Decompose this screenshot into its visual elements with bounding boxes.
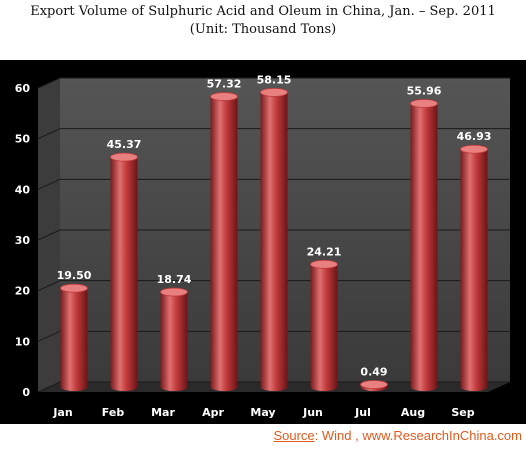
bar-body bbox=[110, 157, 138, 387]
bar: 57.32 bbox=[207, 78, 242, 391]
bar-top bbox=[310, 259, 338, 269]
bar-value-label: 45.37 bbox=[107, 138, 142, 151]
bar: 55.96 bbox=[407, 84, 442, 391]
y-tick-label: 30 bbox=[15, 234, 31, 247]
x-tick-label: Aug bbox=[401, 406, 425, 419]
x-tick-label: May bbox=[250, 406, 275, 419]
bar-base bbox=[410, 383, 438, 391]
bar-body bbox=[260, 92, 288, 387]
bar-base bbox=[460, 383, 488, 391]
y-tick-label: 50 bbox=[15, 133, 31, 146]
x-tick-label: Sep bbox=[451, 406, 474, 419]
bar-top bbox=[160, 287, 188, 297]
y-tick-label: 20 bbox=[15, 285, 31, 298]
y-tick-label: 10 bbox=[15, 335, 31, 348]
gridline bbox=[37, 229, 510, 241]
bar-value-label: 19.50 bbox=[57, 269, 92, 282]
x-tick-label: Jan bbox=[52, 406, 72, 419]
bar-value-label: 57.32 bbox=[207, 78, 242, 91]
bar: 45.37 bbox=[107, 138, 142, 391]
y-tick-label: 0 bbox=[22, 386, 30, 399]
bar-value-label: 55.96 bbox=[407, 84, 442, 97]
bar: 58.15 bbox=[257, 73, 292, 391]
bar-body bbox=[460, 149, 488, 387]
x-tick-label: Mar bbox=[151, 406, 175, 419]
bar-top bbox=[60, 283, 88, 293]
bar: 46.93 bbox=[457, 130, 492, 391]
gridline bbox=[37, 178, 510, 190]
bar-body bbox=[410, 103, 438, 387]
bar-body bbox=[210, 96, 238, 387]
x-tick-label: Jul bbox=[354, 406, 371, 419]
source-text: : Wind , www.ResearchInChina.com bbox=[314, 428, 522, 443]
gridline bbox=[37, 77, 510, 89]
bar-chart: 0 10 20 30 40 50 60 19.50 45.37 18.74 57.32 58.15 2… bbox=[15, 73, 510, 419]
bar-base bbox=[310, 383, 338, 391]
x-tick-label: Jun bbox=[302, 406, 323, 419]
x-tick-label: Feb bbox=[102, 406, 125, 419]
bar: 24.21 bbox=[307, 245, 342, 391]
bar-base bbox=[160, 383, 188, 391]
bar-value-label: 46.93 bbox=[457, 130, 492, 143]
bar-value-label: 58.15 bbox=[257, 73, 292, 86]
bar-value-label: 18.74 bbox=[157, 273, 192, 286]
gridline bbox=[37, 381, 510, 393]
bar: 0.49 bbox=[360, 366, 388, 391]
bar: 19.50 bbox=[57, 269, 92, 391]
bar-top bbox=[210, 92, 238, 101]
bar-body bbox=[160, 292, 188, 387]
source-note: Source: Wind , www.ResearchInChina.com bbox=[273, 427, 522, 445]
chart-subtitle: (Unit: Thousand Tons) bbox=[189, 22, 337, 37]
bar-top bbox=[460, 144, 488, 154]
y-tick-label: 40 bbox=[15, 183, 31, 196]
x-tick-label: Apr bbox=[202, 406, 224, 419]
bar-top bbox=[260, 87, 288, 97]
bar-base bbox=[110, 383, 138, 391]
bar-top bbox=[110, 152, 138, 162]
gridline bbox=[37, 330, 510, 342]
chart-title: Export Volume of Sulphuric Acid and Oleu… bbox=[30, 4, 496, 19]
bar-base bbox=[260, 383, 288, 391]
bar-base bbox=[60, 383, 88, 391]
bar-top bbox=[410, 99, 438, 108]
bar: 18.74 bbox=[157, 273, 192, 391]
y-tick-label: 60 bbox=[15, 82, 31, 95]
gridline bbox=[37, 280, 510, 292]
bar-body bbox=[60, 288, 88, 387]
bar-top bbox=[360, 380, 388, 389]
gridline bbox=[37, 128, 510, 140]
bar-body bbox=[310, 264, 338, 387]
bar-value-label: 24.21 bbox=[307, 245, 342, 258]
bar-base bbox=[210, 383, 238, 391]
chart-panel: 0 10 20 30 40 50 60 19.50 45.37 18.74 57.32 58.15 2… bbox=[0, 60, 526, 424]
bar-value-label: 0.49 bbox=[360, 366, 387, 379]
source-label: Source bbox=[273, 428, 315, 443]
